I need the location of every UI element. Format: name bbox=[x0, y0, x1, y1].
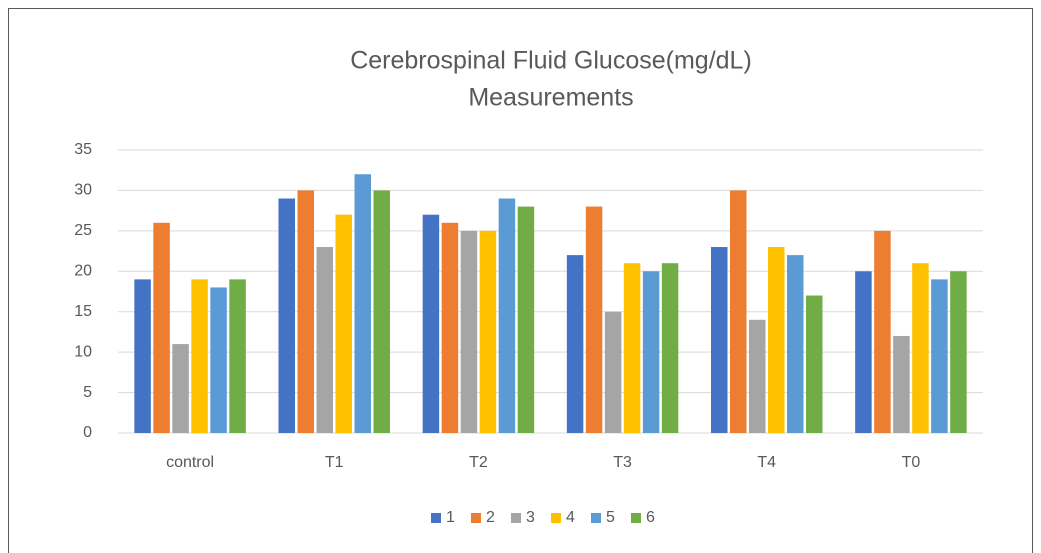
bar bbox=[153, 222, 170, 433]
y-tick-label: 15 bbox=[74, 303, 92, 320]
bar bbox=[479, 230, 497, 433]
x-tick-label: T4 bbox=[757, 454, 776, 471]
bar bbox=[354, 174, 371, 433]
legend-swatch bbox=[631, 513, 641, 523]
y-tick-label: 35 bbox=[74, 141, 92, 158]
chart-title: Measurements bbox=[468, 84, 633, 112]
bar bbox=[749, 319, 766, 433]
x-tick-label: control bbox=[166, 454, 214, 471]
legend-swatch bbox=[471, 513, 481, 523]
bar bbox=[585, 206, 603, 433]
bar bbox=[172, 344, 189, 433]
bar bbox=[893, 335, 910, 433]
legend-label: 1 bbox=[446, 509, 455, 526]
bar bbox=[441, 222, 459, 433]
x-tick-label: T1 bbox=[325, 454, 344, 471]
bar bbox=[297, 190, 314, 433]
bar bbox=[787, 255, 804, 433]
legend-label: 3 bbox=[526, 509, 535, 526]
bar bbox=[566, 255, 584, 433]
legend-swatch bbox=[431, 513, 441, 523]
bar bbox=[278, 198, 295, 433]
bar bbox=[604, 311, 622, 433]
y-tick-label: 25 bbox=[74, 222, 92, 239]
bar bbox=[373, 190, 390, 433]
y-tick-label: 20 bbox=[74, 263, 92, 280]
bar bbox=[661, 263, 679, 433]
bar bbox=[950, 271, 967, 433]
y-tick-label: 5 bbox=[83, 384, 92, 401]
legend-swatch bbox=[551, 513, 561, 523]
legend-label: 2 bbox=[486, 509, 495, 526]
bar bbox=[191, 279, 208, 433]
y-tick-label: 0 bbox=[83, 424, 92, 441]
bar bbox=[642, 271, 660, 433]
bar bbox=[517, 206, 535, 433]
x-tick-label: T3 bbox=[613, 454, 632, 471]
bar bbox=[874, 230, 891, 433]
bar bbox=[210, 287, 227, 433]
bar bbox=[711, 247, 728, 433]
bar bbox=[316, 247, 333, 433]
bar bbox=[912, 263, 929, 433]
legend-swatch bbox=[591, 513, 601, 523]
bar bbox=[623, 263, 641, 433]
legend-label: 4 bbox=[566, 509, 575, 526]
y-tick-label: 30 bbox=[74, 182, 92, 199]
x-tick-label: T0 bbox=[902, 454, 921, 471]
bar bbox=[498, 198, 516, 433]
bar bbox=[730, 190, 747, 433]
bar bbox=[229, 279, 246, 433]
bar bbox=[134, 279, 151, 433]
y-tick-label: 10 bbox=[74, 343, 92, 360]
x-tick-label: T2 bbox=[469, 454, 488, 471]
bar bbox=[422, 214, 440, 433]
legend-label: 5 bbox=[606, 509, 615, 526]
chart-title: Cerebrospinal Fluid Glucose(mg/dL) bbox=[350, 47, 752, 75]
bar bbox=[768, 247, 785, 433]
bar bbox=[335, 214, 352, 433]
bar bbox=[806, 295, 823, 433]
bar bbox=[931, 279, 948, 433]
bar bbox=[460, 230, 478, 433]
legend-label: 6 bbox=[646, 509, 655, 526]
legend-swatch bbox=[511, 513, 521, 523]
bar bbox=[855, 271, 872, 433]
